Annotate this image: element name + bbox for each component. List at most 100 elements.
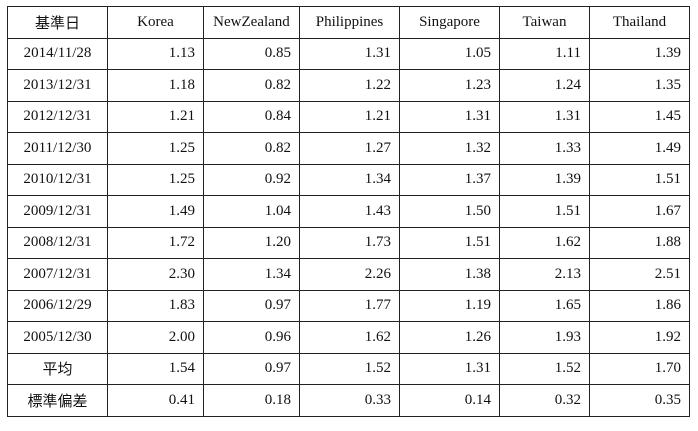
value-cell: 1.77	[299, 289, 400, 322]
data-table: 基準日 Korea NewZealand Philippines Singapore Ta…	[7, 6, 690, 417]
value-cell: 0.85	[203, 37, 300, 70]
header-cell: 基準日	[7, 6, 108, 39]
value-cell: 2.51	[589, 258, 690, 291]
value-cell: 0.32	[499, 384, 590, 417]
value-cell: 1.39	[589, 37, 690, 70]
value-cell: 1.26	[399, 321, 500, 354]
value-cell: 1.31	[399, 100, 500, 133]
row-label: 平均	[7, 352, 108, 385]
value-cell: 1.88	[589, 226, 690, 259]
value-cell: 0.97	[203, 289, 300, 322]
data-row: 2011/12/30 1.25 0.82 1.27 1.32 1.33 1.49	[7, 132, 690, 165]
header-row: 基準日 Korea NewZealand Philippines Singapore Ta…	[7, 6, 690, 39]
header-cell: Singapore	[399, 6, 500, 39]
value-cell: 1.83	[107, 289, 204, 322]
value-cell: 1.65	[499, 289, 590, 322]
value-cell: 1.50	[399, 195, 500, 228]
value-cell: 1.93	[499, 321, 590, 354]
value-cell: 1.49	[107, 195, 204, 228]
value-cell: 2.30	[107, 258, 204, 291]
value-cell: 1.92	[589, 321, 690, 354]
value-cell: 2.26	[299, 258, 400, 291]
row-label: 2008/12/31	[7, 226, 108, 259]
row-label: 2007/12/31	[7, 258, 108, 291]
value-cell: 1.11	[499, 37, 590, 70]
value-cell: 1.34	[299, 163, 400, 196]
value-cell: 1.70	[589, 352, 690, 385]
value-cell: 1.45	[589, 100, 690, 133]
value-cell: 1.21	[299, 100, 400, 133]
value-cell: 1.51	[399, 226, 500, 259]
value-cell: 1.20	[203, 226, 300, 259]
value-cell: 1.25	[107, 163, 204, 196]
value-cell: 1.37	[399, 163, 500, 196]
row-label: 標準偏差	[7, 384, 108, 417]
row-label: 2006/12/29	[7, 289, 108, 322]
value-cell: 0.41	[107, 384, 204, 417]
table-body: 基準日 Korea NewZealand Philippines Singapore Ta…	[7, 6, 690, 417]
value-cell: 1.54	[107, 352, 204, 385]
value-cell: 1.43	[299, 195, 400, 228]
row-label: 2010/12/31	[7, 163, 108, 196]
value-cell: 0.92	[203, 163, 300, 196]
value-cell: 1.51	[589, 163, 690, 196]
value-cell: 1.05	[399, 37, 500, 70]
header-cell: Korea	[107, 6, 204, 39]
header-cell: NewZealand	[203, 6, 300, 39]
value-cell: 2.13	[499, 258, 590, 291]
value-cell: 0.14	[399, 384, 500, 417]
value-cell: 0.18	[203, 384, 300, 417]
value-cell: 1.22	[299, 69, 400, 102]
value-cell: 1.24	[499, 69, 590, 102]
value-cell: 1.35	[589, 69, 690, 102]
data-row: 2012/12/31 1.21 0.84 1.21 1.31 1.31 1.45	[7, 100, 690, 133]
data-row: 2010/12/31 1.25 0.92 1.34 1.37 1.39 1.51	[7, 163, 690, 196]
data-row: 2013/12/31 1.18 0.82 1.22 1.23 1.24 1.35	[7, 69, 690, 102]
data-row: 2014/11/28 1.13 0.85 1.31 1.05 1.11 1.39	[7, 37, 690, 70]
data-row: 2006/12/29 1.83 0.97 1.77 1.19 1.65 1.86	[7, 289, 690, 322]
data-row: 標準偏差 0.41 0.18 0.33 0.14 0.32 0.35	[7, 384, 690, 417]
value-cell: 0.33	[299, 384, 400, 417]
value-cell: 1.72	[107, 226, 204, 259]
value-cell: 1.39	[499, 163, 590, 196]
data-row: 2007/12/31 2.30 1.34 2.26 1.38 2.13 2.51	[7, 258, 690, 291]
value-cell: 1.33	[499, 132, 590, 165]
header-cell: Taiwan	[499, 6, 590, 39]
value-cell: 1.67	[589, 195, 690, 228]
value-cell: 1.73	[299, 226, 400, 259]
value-cell: 1.52	[499, 352, 590, 385]
value-cell: 0.96	[203, 321, 300, 354]
data-row: 平均 1.54 0.97 1.52 1.31 1.52 1.70	[7, 352, 690, 385]
data-row: 2005/12/30 2.00 0.96 1.62 1.26 1.93 1.92	[7, 321, 690, 354]
value-cell: 1.34	[203, 258, 300, 291]
value-cell: 1.25	[107, 132, 204, 165]
value-cell: 1.51	[499, 195, 590, 228]
value-cell: 1.13	[107, 37, 204, 70]
value-cell: 0.35	[589, 384, 690, 417]
row-label: 2012/12/31	[7, 100, 108, 133]
data-row: 2009/12/31 1.49 1.04 1.43 1.50 1.51 1.67	[7, 195, 690, 228]
value-cell: 1.04	[203, 195, 300, 228]
value-cell: 1.23	[399, 69, 500, 102]
value-cell: 0.82	[203, 69, 300, 102]
value-cell: 1.49	[589, 132, 690, 165]
value-cell: 1.38	[399, 258, 500, 291]
value-cell: 1.18	[107, 69, 204, 102]
row-label: 2011/12/30	[7, 132, 108, 165]
value-cell: 1.31	[499, 100, 590, 133]
value-cell: 1.31	[399, 352, 500, 385]
row-label: 2013/12/31	[7, 69, 108, 102]
row-label: 2005/12/30	[7, 321, 108, 354]
value-cell: 1.27	[299, 132, 400, 165]
value-cell: 1.52	[299, 352, 400, 385]
row-label: 2014/11/28	[7, 37, 108, 70]
value-cell: 1.31	[299, 37, 400, 70]
row-label: 2009/12/31	[7, 195, 108, 228]
header-cell: Philippines	[299, 6, 400, 39]
value-cell: 1.19	[399, 289, 500, 322]
data-row: 2008/12/31 1.72 1.20 1.73 1.51 1.62 1.88	[7, 226, 690, 259]
value-cell: 0.84	[203, 100, 300, 133]
value-cell: 0.97	[203, 352, 300, 385]
value-cell: 1.62	[299, 321, 400, 354]
